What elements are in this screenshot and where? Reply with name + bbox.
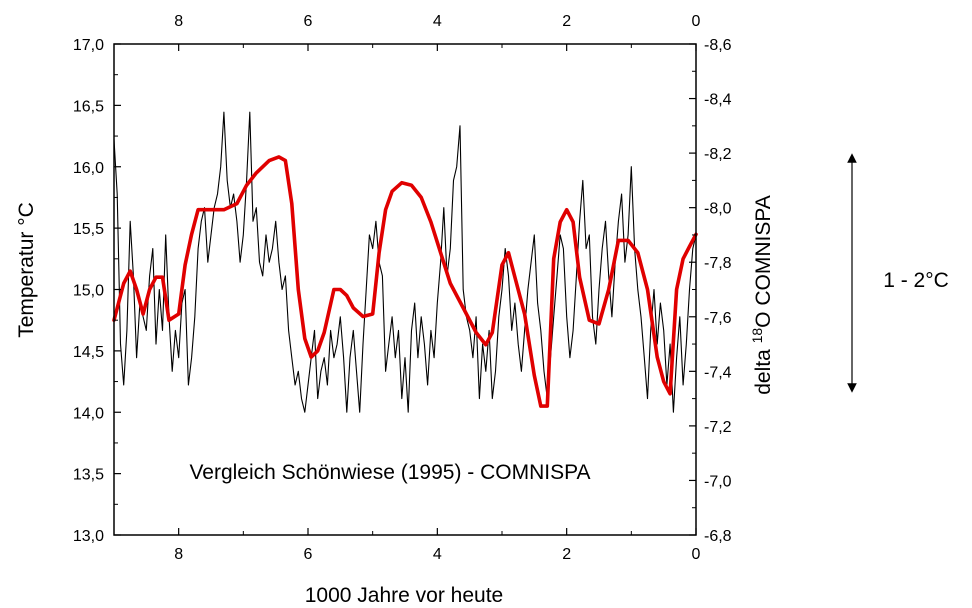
- y-left-tick-label: 15,5: [73, 221, 104, 238]
- x-tick-label-bottom: 6: [304, 546, 313, 563]
- x-tick-label-top: 2: [562, 13, 571, 30]
- x-axis-title: 1000 Jahre vor heute: [305, 584, 503, 607]
- y-right-tick-label: -7,4: [704, 364, 732, 381]
- y-left-tick-label: 13,5: [73, 467, 104, 484]
- y-right-tick-label: -8,6: [704, 37, 732, 54]
- y-left-tick-label: 14,5: [73, 344, 104, 361]
- y-right-tick-label: -8,2: [704, 146, 732, 163]
- y-axis-left-title: Temperatur °C: [15, 202, 38, 338]
- y-axis-right-title-suffix: O COMNISPA: [752, 195, 775, 328]
- y-right-tick-label: -7,8: [704, 255, 732, 272]
- series-line-temperature: [112, 155, 698, 408]
- y-right-tick-label: -7,2: [704, 419, 732, 436]
- chart-annotation: Vergleich Schönwiese (1995) - COMNISPA: [189, 461, 590, 484]
- x-tick-label-bottom: 0: [692, 546, 701, 563]
- x-tick-label-bottom: 8: [174, 546, 183, 563]
- x-tick-label-top: 0: [692, 13, 701, 30]
- y-left-tick-label: 17,0: [73, 37, 104, 54]
- y-right-tick-label: -8,4: [704, 92, 732, 109]
- x-tick-label-top: 4: [433, 13, 442, 30]
- y-right-tick-label: -6,8: [704, 528, 732, 545]
- y-left-tick-label: 16,5: [73, 98, 104, 115]
- x-tick-label-top: 8: [174, 13, 183, 30]
- y-left-tick-label: 14,0: [73, 405, 104, 422]
- y-left-tick-label: 15,0: [73, 283, 104, 300]
- ticks-layer: 8 8 6 6 4 4 2 2 0 0 13,0 13,5 14,0 14,5 15,0 15,5 16,0 16…: [73, 13, 732, 563]
- series-layer: [112, 111, 698, 413]
- y-left-tick-label: 13,0: [73, 528, 104, 545]
- series-line-delta18o: [113, 111, 697, 413]
- x-tick-label-top: 6: [304, 13, 313, 30]
- y-axis-right-title: delta 18O COMNISPA: [749, 195, 775, 395]
- y-right-tick-label: -8,0: [704, 201, 732, 218]
- y-right-tick-label: -7,0: [704, 473, 732, 490]
- y-left-tick-label: 16,0: [73, 160, 104, 177]
- x-tick-label-bottom: 2: [562, 546, 571, 563]
- range-label: 1 - 2°C: [883, 269, 949, 292]
- y-right-tick-label: -7,6: [704, 310, 732, 327]
- x-tick-label-bottom: 4: [433, 546, 442, 563]
- y-axis-right-title-superscript: 18: [749, 328, 765, 344]
- y-axis-right-title-prefix: delta: [752, 343, 775, 394]
